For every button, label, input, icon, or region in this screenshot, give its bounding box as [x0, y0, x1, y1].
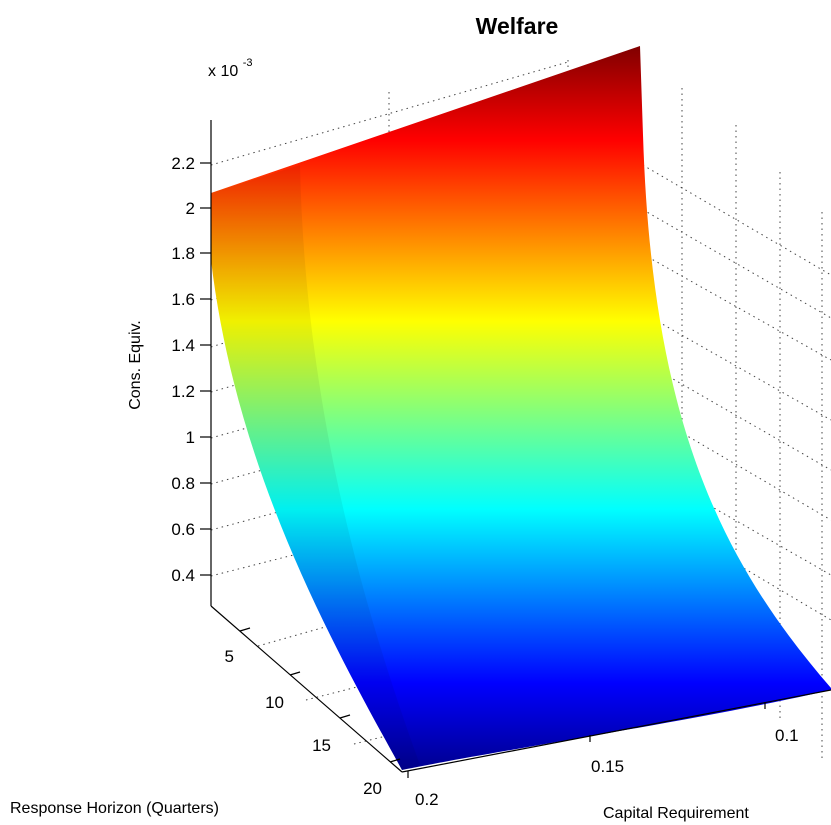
surface-shading: [211, 165, 420, 770]
z-tick-label: 1: [186, 428, 195, 447]
surface-patch: [211, 46, 831, 770]
y-axis-line: [401, 689, 831, 773]
x-axis-label: Response Horizon (Quarters): [10, 800, 219, 817]
x-tick-mark: [239, 627, 251, 632]
z-tick-label: 2: [186, 199, 195, 218]
grid-line: [639, 359, 831, 471]
z-tick-label: 1.8: [171, 244, 195, 263]
z-tick-marks: [200, 162, 211, 576]
z-tick-label: 0.8: [171, 474, 195, 493]
z-multiplier-base: x 10: [208, 63, 238, 80]
x-tick-mark: [339, 714, 351, 719]
grid-line: [210, 61, 569, 166]
x-tick-label: 5: [225, 647, 234, 666]
y-tick-label: 0.2: [415, 790, 439, 809]
x-tick-label: 20: [363, 779, 382, 798]
x-axis-line: [210, 605, 403, 773]
z-tick-label: 1.4: [171, 336, 195, 355]
grid-line: [210, 468, 267, 485]
y-tick-label: 0.15: [591, 757, 624, 776]
grid-line: [210, 510, 283, 531]
x-tick-mark: [389, 758, 401, 763]
z-tick-label: 0.6: [171, 520, 195, 539]
z-tick-label: 1.6: [171, 290, 195, 309]
surface: [211, 46, 831, 770]
z-axis-label: Cons. Equiv.: [127, 320, 144, 410]
grid-line: [210, 551, 306, 577]
x-tick-mark: [289, 671, 301, 676]
axes: [210, 120, 831, 773]
chart-title: Welfare: [476, 13, 559, 39]
z-multiplier-label: x 10 -3: [208, 57, 252, 80]
z-tick-label: 1.2: [171, 382, 195, 401]
x-tick-label: 10: [265, 693, 284, 712]
grid-line: [659, 419, 831, 521]
x-tick-label: 15: [312, 736, 331, 755]
z-multiplier-exponent: -3: [243, 57, 253, 69]
z-tick-label: 2.2: [171, 154, 195, 173]
grid-line: [210, 425, 255, 439]
grid-line: [210, 381, 247, 393]
y-tick-label: 0.1: [775, 726, 799, 745]
grid-line: [619, 299, 831, 421]
y-axis-label: Capital Requirement: [603, 805, 749, 822]
z-tick-label: 0.4: [171, 566, 195, 585]
